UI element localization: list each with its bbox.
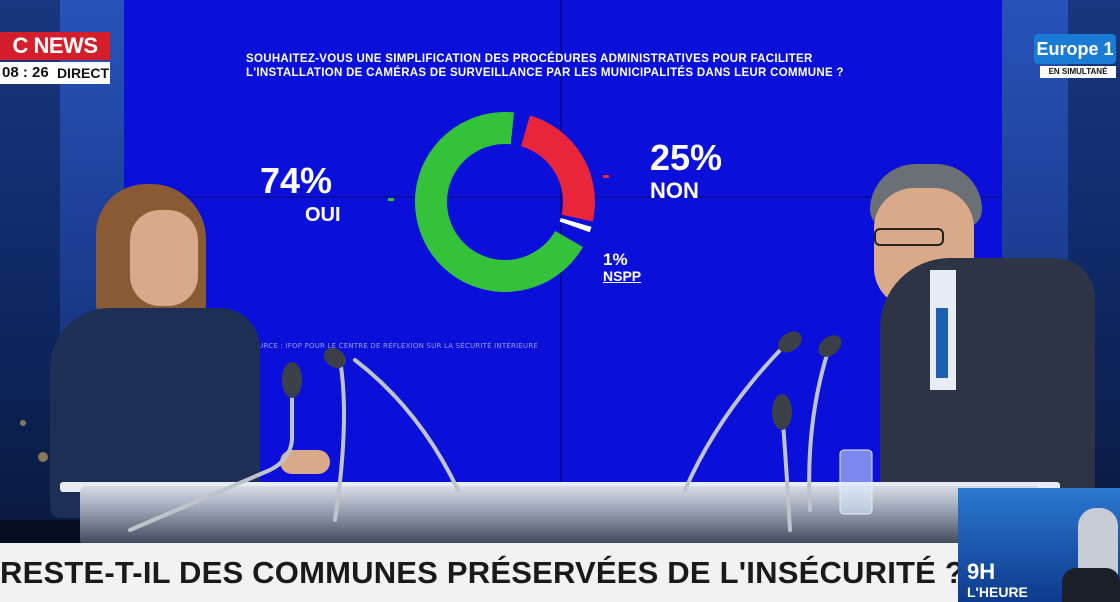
headline-bar [0,543,958,602]
studio-light [20,420,26,426]
presenter-face [130,210,198,306]
microphone-stand [353,358,460,492]
legend-tick-yes [388,198,394,201]
guest-tie [936,308,948,378]
microphone-head [282,362,302,398]
studio-light [38,452,48,462]
europe1-logo: Europe 1 [1034,34,1116,64]
donut-segment-no [520,115,595,222]
glasses-icon [874,228,944,246]
headline-text: RESTE-T-IL DES COMMUNES PRÉSERVÉES DE L'… [0,555,964,590]
donut-segment-nspp [559,217,592,233]
next-show-promo [958,488,1120,602]
promo-host-suit [1062,568,1120,602]
promo-title: L'HEURE [967,584,1028,600]
microphone-head [778,331,802,353]
microphone-stand [683,338,792,492]
no-percentage: 25% [650,137,723,178]
nspp-label: NSPP [603,268,642,284]
microphone-stand [807,343,832,512]
simulcast-badge: EN SIMULTANÉ [1040,66,1116,78]
guest-suit [880,258,1095,518]
microphone-head [323,347,347,369]
guest-right [820,160,1100,520]
no-label: NON [650,178,699,203]
live-label: DIRECT [56,62,110,84]
desk [80,486,1040,546]
microphone-stand [333,358,346,522]
promo-hour: 9H [967,559,996,584]
water-glass [839,449,873,515]
microphones [128,331,873,532]
clock-time: 08 : 26 [2,64,49,81]
microphone-stand [128,378,294,532]
legend-tick-no [603,175,609,178]
poll-donut-chart [415,112,595,292]
microphone-head [818,335,842,357]
yes-percentage: 74% [260,160,333,201]
cnews-logo: C NEWS [0,32,110,60]
yes-label: OUI [305,204,341,226]
microphone-head [772,394,792,430]
nspp-percentage: 1% [603,250,628,269]
donut-segment-yes [415,112,583,292]
poll-question: SOUHAITEZ-VOUS UNE SIMPLIFICATION DES PR… [246,53,844,79]
poll-source: SOURCE : IFOP POUR LE CENTRE DE RÉFLEXIO… [248,342,538,350]
